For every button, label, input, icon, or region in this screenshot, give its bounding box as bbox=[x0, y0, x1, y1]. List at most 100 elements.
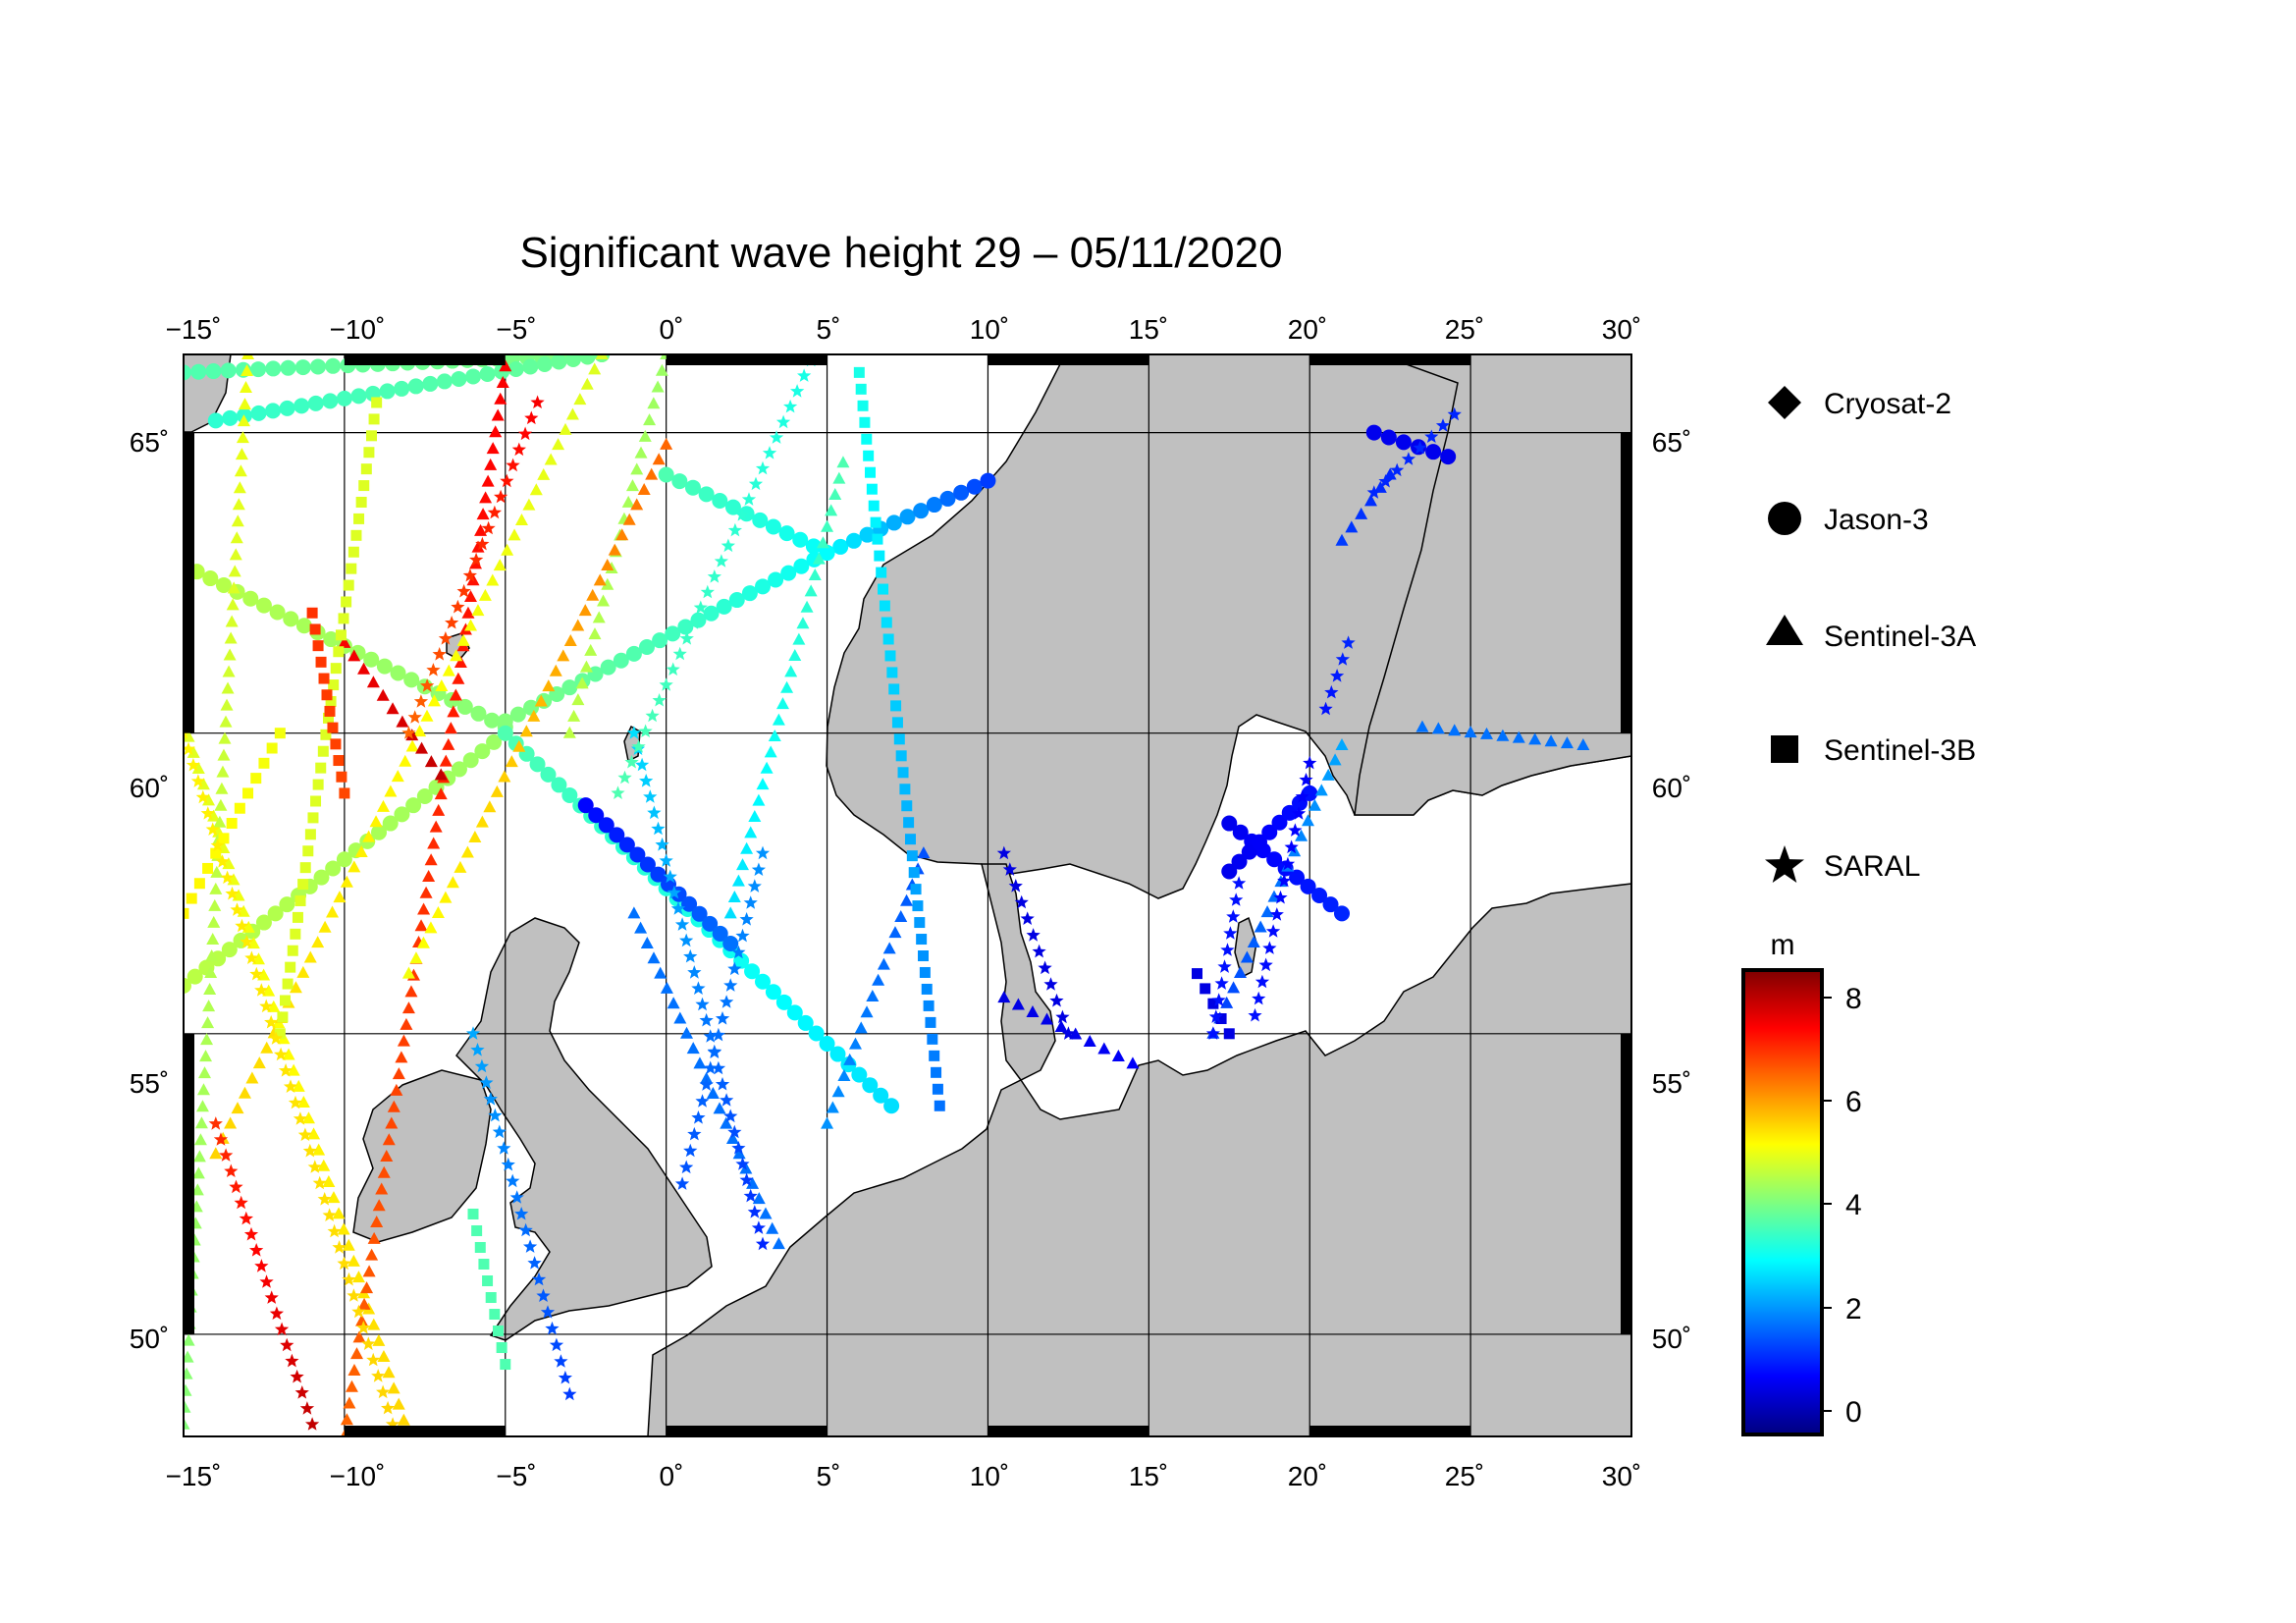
lon-tick-top: −5˚ bbox=[496, 314, 536, 345]
track-point bbox=[929, 1050, 940, 1061]
track-point bbox=[1321, 768, 1335, 781]
track-point bbox=[492, 1124, 507, 1139]
track-point bbox=[205, 822, 220, 836]
track-point bbox=[1308, 798, 1321, 811]
track-point bbox=[831, 1085, 845, 1098]
track-point bbox=[1415, 720, 1429, 732]
track-point bbox=[347, 546, 359, 558]
track-point bbox=[217, 748, 231, 761]
track-point bbox=[353, 513, 365, 524]
track-point bbox=[309, 358, 326, 375]
track-point bbox=[220, 870, 235, 885]
track-point bbox=[220, 698, 234, 711]
track-point bbox=[206, 932, 220, 945]
track-point bbox=[363, 447, 375, 459]
track-point bbox=[230, 902, 244, 916]
track-point bbox=[691, 1110, 706, 1124]
track-point bbox=[667, 885, 681, 899]
track-point bbox=[347, 860, 361, 873]
track-point bbox=[624, 754, 639, 769]
track-point bbox=[237, 414, 250, 427]
track-point bbox=[797, 368, 812, 382]
track-point bbox=[343, 1396, 356, 1409]
track-point bbox=[953, 484, 970, 501]
track-point bbox=[1049, 993, 1064, 1007]
track-point bbox=[766, 1221, 779, 1234]
track-point bbox=[537, 467, 551, 480]
track-point bbox=[490, 784, 504, 797]
track-point bbox=[392, 1397, 405, 1410]
track-point bbox=[326, 905, 340, 918]
track-point bbox=[210, 865, 224, 878]
track-point bbox=[463, 589, 477, 602]
track-point bbox=[257, 968, 271, 981]
track-point bbox=[210, 838, 225, 852]
track-point bbox=[277, 1011, 289, 1023]
track-point bbox=[240, 364, 254, 377]
track-point bbox=[238, 1086, 251, 1099]
track-point bbox=[859, 526, 876, 543]
track-point bbox=[523, 1239, 538, 1253]
track-point bbox=[1262, 941, 1277, 954]
track-point bbox=[1322, 896, 1339, 913]
track-point bbox=[1496, 729, 1510, 741]
track-point bbox=[186, 757, 200, 772]
track-point bbox=[269, 604, 286, 621]
track-point bbox=[195, 1100, 209, 1112]
track-point bbox=[693, 600, 708, 615]
track-point bbox=[552, 438, 565, 451]
track-point bbox=[296, 965, 310, 978]
track-point bbox=[735, 928, 750, 943]
colorbar-unit: m bbox=[1771, 929, 1795, 961]
track-point bbox=[1425, 444, 1442, 460]
diamond-icon bbox=[1768, 386, 1801, 419]
track-point bbox=[865, 466, 877, 478]
track-point bbox=[1330, 669, 1345, 682]
frame-checker-bottom bbox=[344, 1426, 1471, 1436]
track-point bbox=[302, 1143, 317, 1158]
track-point bbox=[1401, 452, 1415, 465]
track-point bbox=[191, 762, 205, 775]
lon-tick-bottom: 15˚ bbox=[1129, 1461, 1168, 1491]
track-point bbox=[1011, 998, 1025, 1010]
track-point bbox=[872, 973, 885, 986]
track-point bbox=[249, 966, 264, 981]
track-point bbox=[1026, 1005, 1040, 1018]
track-point bbox=[475, 536, 490, 551]
track-point bbox=[723, 906, 737, 919]
track-point bbox=[487, 505, 502, 519]
track-point bbox=[506, 1173, 520, 1188]
track-point bbox=[429, 820, 443, 833]
track-point bbox=[464, 619, 478, 631]
track-point bbox=[878, 583, 889, 595]
track-point bbox=[635, 757, 650, 772]
track-point bbox=[312, 1143, 326, 1156]
track-point bbox=[529, 756, 546, 773]
legend-item-saral: SARAL bbox=[1765, 845, 1920, 883]
track-point bbox=[595, 354, 609, 359]
track-point bbox=[1061, 1026, 1076, 1040]
track-point bbox=[832, 538, 849, 555]
track-point bbox=[826, 1101, 839, 1113]
track-point bbox=[1380, 429, 1397, 446]
track-point bbox=[882, 633, 894, 645]
track-point bbox=[891, 717, 903, 729]
track-point bbox=[655, 838, 669, 851]
colorbar-tick-label: 8 bbox=[1845, 983, 1862, 1015]
track-point bbox=[481, 520, 496, 535]
track-point bbox=[1335, 737, 1349, 750]
track-point bbox=[660, 437, 673, 450]
track-point bbox=[264, 1290, 279, 1304]
track-point bbox=[194, 1116, 208, 1129]
track-point bbox=[214, 798, 228, 811]
track-point bbox=[926, 497, 942, 514]
track-point bbox=[699, 1077, 714, 1091]
track-point bbox=[225, 615, 239, 627]
track-point bbox=[357, 1297, 371, 1310]
track-point bbox=[819, 545, 835, 562]
track-point bbox=[720, 995, 734, 1008]
track-point bbox=[295, 618, 312, 634]
track-point bbox=[1205, 1026, 1220, 1040]
track-point bbox=[593, 573, 607, 586]
